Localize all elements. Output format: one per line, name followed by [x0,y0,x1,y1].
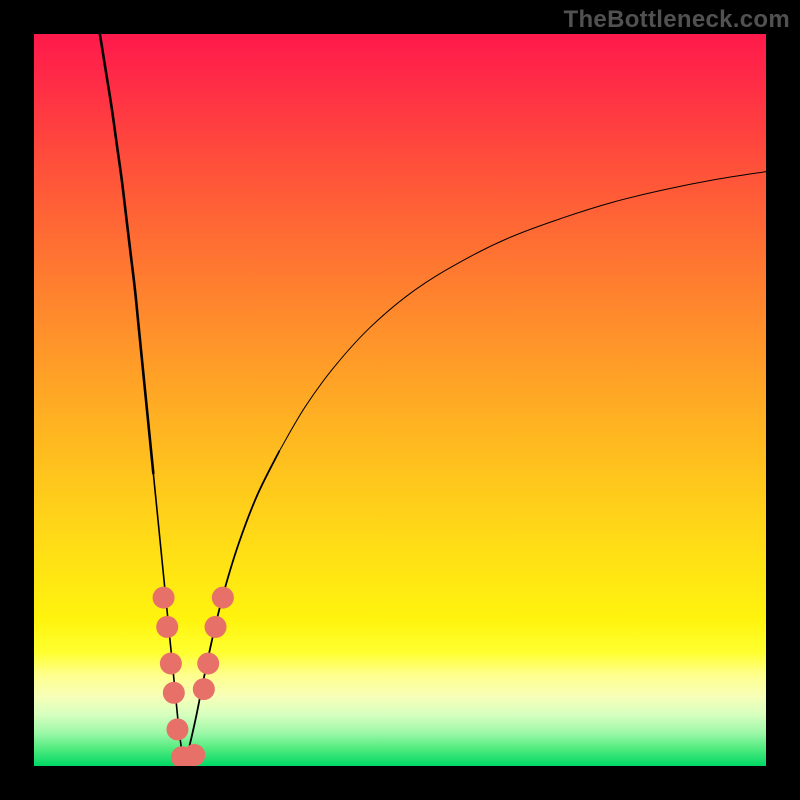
marker-dot [163,682,185,704]
watermark-text: TheBottleneck.com [564,6,790,34]
marker-dot [153,587,175,609]
chart-background [34,34,766,766]
marker-dot [166,718,188,740]
marker-dot [160,653,182,675]
marker-dot [193,678,215,700]
chart-svg [0,0,800,800]
bottleneck-chart: TheBottleneck.com [0,0,800,800]
marker-dot [205,616,227,638]
marker-dot [183,744,205,766]
marker-dot [212,587,234,609]
marker-dot [156,616,178,638]
marker-dot [197,653,219,675]
